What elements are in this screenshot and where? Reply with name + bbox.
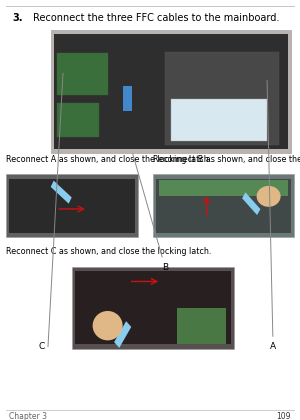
Text: Reconnect A as shown, and close the locking latch.: Reconnect A as shown, and close the lock… [6,155,211,164]
Bar [153,174,294,237]
Text: Chapter 3: Chapter 3 [9,412,47,420]
Text: 3.: 3. [12,13,22,24]
Bar [6,174,138,237]
Bar [159,180,288,197]
Bar [75,271,231,344]
FancyArrow shape [114,321,131,348]
Bar [54,34,288,149]
Text: B: B [133,154,168,271]
Text: C: C [39,342,45,351]
Ellipse shape [256,186,280,207]
Ellipse shape [93,311,123,340]
Text: Reconnect C as shown, and close the locking latch.: Reconnect C as shown, and close the lock… [6,247,211,256]
FancyArrow shape [51,181,72,204]
Bar [9,178,135,233]
Text: A: A [267,81,276,351]
Bar [72,267,234,349]
Bar [51,30,291,153]
Bar [123,86,132,111]
Bar [165,52,279,145]
Bar [156,178,291,233]
FancyArrow shape [242,192,260,215]
Text: Reconnect the three FFC cables to the mainboard.: Reconnect the three FFC cables to the ma… [33,13,279,24]
Bar [57,103,99,136]
Text: 109: 109 [277,412,291,420]
Bar [57,52,108,94]
Bar [177,307,226,344]
Text: Reconnect B as shown, and close the locking latch.: Reconnect B as shown, and close the lock… [153,155,300,164]
Bar [171,99,267,141]
